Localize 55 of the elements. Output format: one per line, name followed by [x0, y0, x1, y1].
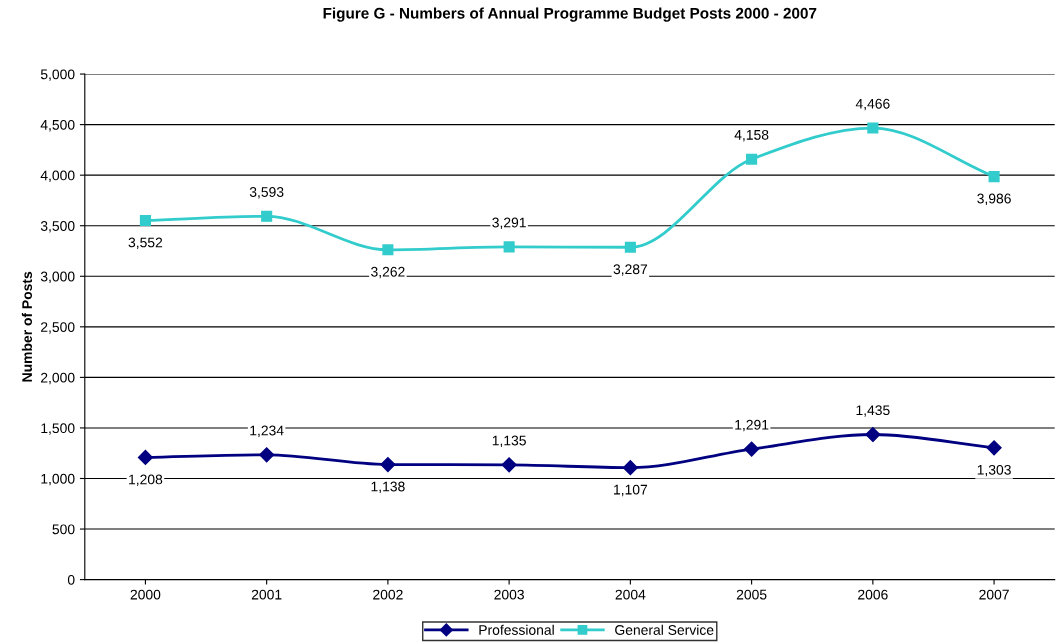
point	[259, 447, 275, 463]
data-label: 1,208	[129, 474, 163, 486]
data-label: 3,552	[128, 237, 163, 249]
point	[139, 214, 151, 227]
y-tick-label: 3,000	[40, 271, 75, 284]
data-label: 3,287	[613, 264, 648, 276]
x-tick-label: 2006	[858, 589, 888, 600]
data-label: 1,303	[977, 464, 1011, 477]
point	[867, 122, 879, 134]
chart-title: Figure G - Numbers of Annual Programme Budget Posts 2000 - 2007	[323, 7, 817, 22]
point	[137, 449, 153, 466]
data-label: 3,593	[249, 187, 284, 199]
point	[865, 426, 881, 443]
data-label: 3,262	[371, 266, 405, 279]
y-tick-label: 1,500	[41, 423, 75, 435]
y-tick-label: 500	[52, 524, 75, 535]
point	[382, 244, 394, 256]
point	[622, 460, 638, 476]
point	[501, 457, 517, 473]
x-tick-label: 2002	[373, 589, 403, 600]
y-tick-label: 3,500	[40, 221, 75, 233]
data-label: 1,234	[250, 425, 284, 438]
data-label: 1,291	[735, 419, 769, 432]
data-label: 1,107	[614, 484, 648, 497]
point	[624, 241, 636, 253]
y-axis-title: Number of Posts	[21, 271, 33, 382]
data-label: 1,135	[492, 435, 526, 448]
legend-label: Professional	[479, 624, 554, 635]
point	[988, 171, 1000, 183]
x-tick-label: 2000	[130, 589, 161, 600]
legend-label: General Service	[615, 624, 714, 635]
data-label: 1,138	[371, 481, 405, 494]
data-label: 1,435	[856, 405, 890, 417]
data-label: 3,291	[492, 217, 526, 230]
point	[744, 441, 760, 457]
data-label: 3,986	[977, 193, 1011, 206]
y-tick-label: 5,000	[40, 69, 75, 81]
point	[261, 210, 273, 222]
point	[986, 440, 1002, 456]
x-tick-label: 2001	[251, 589, 282, 600]
data-label: 4,466	[855, 98, 890, 111]
point	[380, 456, 396, 473]
x-tick-label: 2005	[736, 589, 767, 600]
x-tick-label: 2003	[494, 589, 524, 600]
point	[503, 241, 515, 253]
y-tick-label: 0	[67, 574, 75, 585]
x-tick-label: 2007	[979, 589, 1009, 600]
x-tick-label: 2004	[615, 589, 646, 600]
y-tick-label: 1,000	[41, 473, 75, 486]
point	[746, 153, 758, 165]
y-tick-label: 2,000	[41, 372, 75, 385]
data-label: 4,158	[734, 129, 769, 142]
y-tick-label: 4,000	[40, 170, 75, 182]
y-tick-label: 4,500	[40, 119, 75, 132]
y-tick-label: 2,500	[41, 322, 75, 334]
